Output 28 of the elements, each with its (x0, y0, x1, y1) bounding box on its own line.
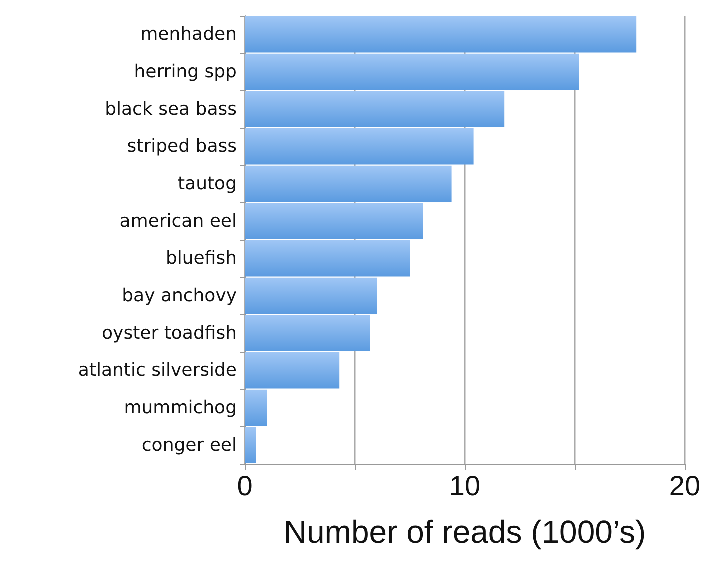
y-tick-label: conger eel (142, 434, 237, 456)
bar (245, 315, 370, 352)
bar (245, 16, 637, 53)
y-tick-label: mummichog (124, 398, 237, 418)
x-tick-label: 10 (449, 470, 481, 502)
bar (245, 166, 452, 202)
bar (245, 427, 256, 464)
y-tick-label: black sea bass (105, 98, 237, 120)
bar (245, 91, 505, 128)
bar (245, 54, 580, 90)
y-tick-label: herring spp (134, 62, 237, 82)
y-tick-label: tautog (178, 174, 237, 194)
x-tick-label: 20 (669, 470, 701, 502)
bar (245, 128, 474, 165)
bar (245, 390, 267, 426)
bar (245, 203, 424, 240)
y-tick-label: oyster toadfish (102, 322, 237, 344)
y-tick-label: bluefish (166, 248, 237, 270)
y-tick-label: atlantic silverside (78, 360, 237, 382)
bar (245, 240, 410, 277)
y-tick-label: menhaden (140, 24, 237, 46)
x-tick-label: 0 (237, 470, 253, 502)
bar (245, 278, 377, 314)
x-axis-title: Number of reads (1000’s) (284, 514, 646, 550)
y-tick-label: bay anchovy (122, 286, 238, 306)
y-tick-label: striped bass (127, 136, 237, 158)
y-tick-label: american eel (120, 210, 237, 232)
bar (245, 352, 340, 389)
